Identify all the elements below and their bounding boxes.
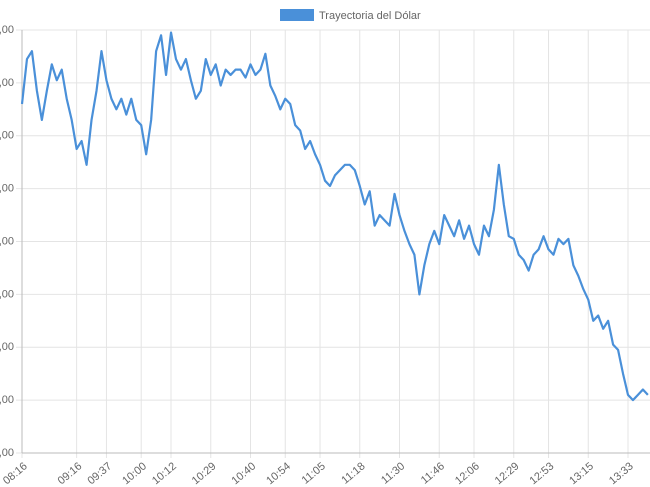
x-tick-label: 12:29 [493,460,522,487]
y-tick-label: 4022,00 [0,235,14,247]
x-tick-label: 12:53 [528,460,557,487]
x-tick-label: 11:30 [379,460,407,486]
x-tick-label: 11:46 [419,460,447,486]
x-tick-label: 10:29 [190,460,219,487]
x-tick-label: 13:33 [607,460,636,487]
x-tick-label: 12:06 [453,460,482,487]
y-tick-label: 4026,00 [0,130,14,142]
x-tick-label: 09:37 [85,460,114,487]
y-tick-label: 4024,00 [0,183,14,195]
x-tick-label: 11:05 [300,460,328,486]
data-line [20,31,649,402]
y-tick-label: 4028,00 [0,77,14,89]
y-tick-label: 4016,00 [0,394,14,406]
legend-swatch [280,9,314,21]
x-tick-label: 10:40 [229,460,258,487]
y-tick-label: 4030,00 [0,24,14,36]
x-tick-label: 13:15 [567,460,596,487]
y-tick-label: 4018,00 [0,341,14,353]
x-tick-label: 10:54 [264,460,293,487]
legend-label: Trayectoria del Dólar [319,10,421,22]
y-tick-label: 4020,00 [0,288,14,300]
x-tick-label: 09:16 [56,460,85,487]
x-tick-label: 10:12 [150,460,179,487]
y-tick-label: 4014,00 [0,447,14,459]
x-tick-label: 10:00 [120,460,149,487]
x-tick-label: 11:18 [339,460,367,486]
x-tick-label: 08:16 [1,460,30,487]
legend-item: Trayectoria del Dólar [280,9,421,22]
